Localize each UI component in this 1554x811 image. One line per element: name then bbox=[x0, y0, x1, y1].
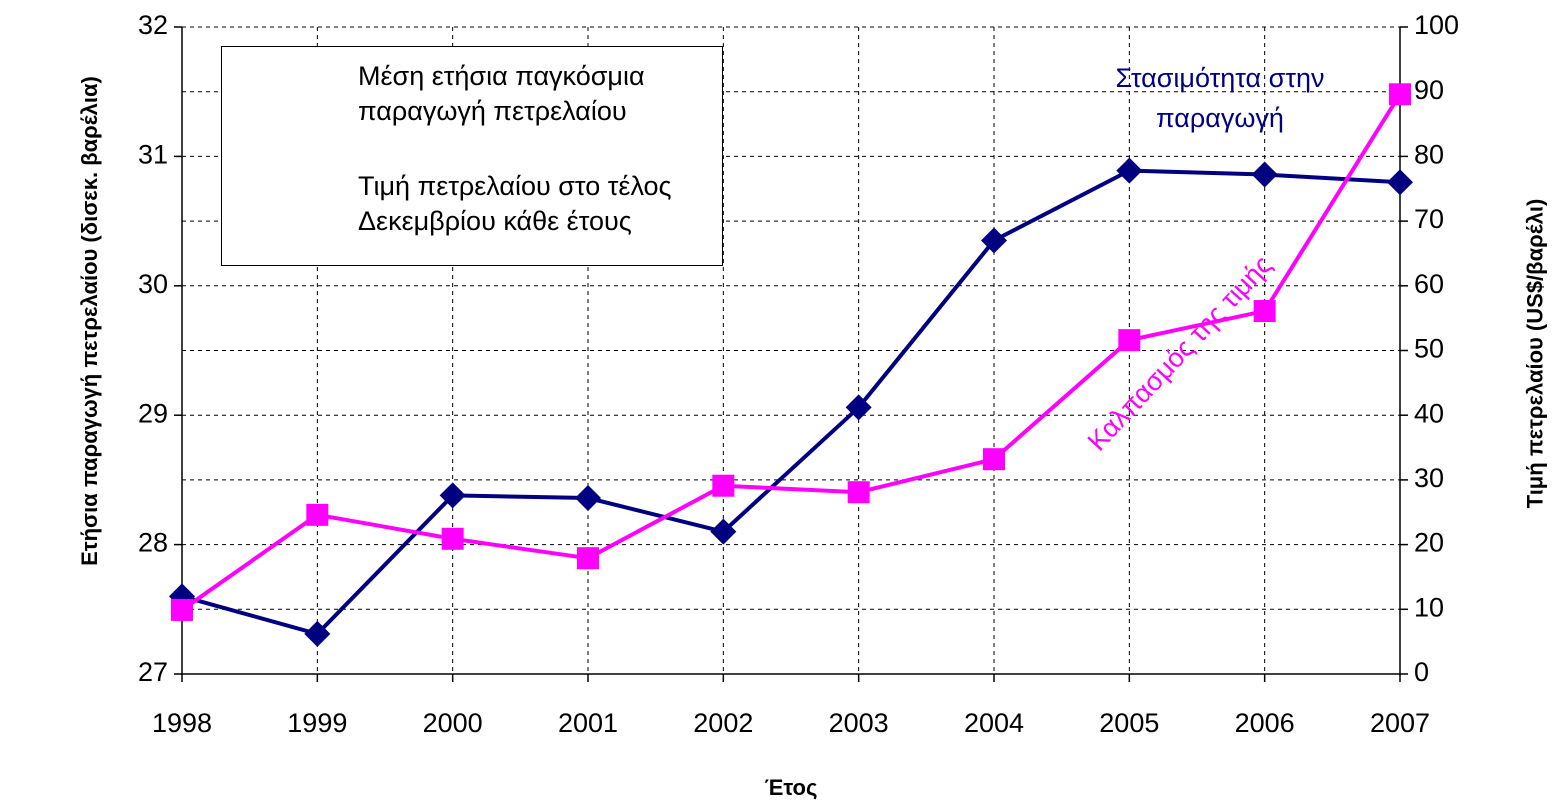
y2-tick-label: 90 bbox=[1414, 75, 1444, 105]
y-tick-label: 32 bbox=[138, 10, 168, 40]
y-tick-label: 28 bbox=[138, 528, 168, 558]
y2-tick-label: 70 bbox=[1414, 204, 1444, 234]
legend-box bbox=[221, 46, 723, 266]
y2-tick-label: 40 bbox=[1414, 398, 1444, 428]
marker bbox=[1251, 161, 1278, 188]
legend-label: Τιμή πετρελαίου στο τέλος Δεκεμβρίου κάθ… bbox=[358, 171, 672, 236]
x-tick-label: 2004 bbox=[964, 708, 1024, 738]
marker bbox=[712, 474, 735, 497]
y-tick-label: 29 bbox=[138, 398, 168, 428]
x-axis-label: Έτος bbox=[764, 775, 818, 800]
x-tick-label: 2006 bbox=[1235, 708, 1295, 738]
marker bbox=[171, 598, 193, 621]
marker bbox=[983, 448, 1005, 471]
marker bbox=[1118, 329, 1141, 352]
y2-tick-label: 10 bbox=[1414, 592, 1444, 622]
marker bbox=[981, 227, 1007, 254]
y-tick-label: 30 bbox=[138, 269, 168, 299]
marker bbox=[439, 482, 466, 509]
y-tick-label: 31 bbox=[138, 140, 168, 170]
x-tick-label: 1999 bbox=[287, 708, 347, 738]
y-tick-label: 27 bbox=[138, 657, 168, 687]
annotation: Στασιμότητα στην παραγωγή bbox=[1115, 63, 1325, 133]
y2-axis-label: Τιμή πετρελαίου (US$/βαρέλι) bbox=[1522, 198, 1548, 509]
y2-tick-label: 0 bbox=[1414, 657, 1429, 687]
x-tick-label: 2005 bbox=[1099, 708, 1159, 738]
x-tick-label: 2001 bbox=[558, 708, 618, 738]
marker bbox=[575, 485, 601, 512]
y-axis-label: Ετήσια παραγωγή πετρελαίου (δισεκ. βαρέλ… bbox=[77, 76, 102, 566]
marker bbox=[1116, 157, 1143, 184]
y2-tick-label: 60 bbox=[1414, 269, 1444, 299]
x-tick-label: 2007 bbox=[1370, 708, 1430, 738]
marker bbox=[847, 481, 870, 504]
series-line bbox=[180, 93, 1402, 612]
x-tick-label: 2002 bbox=[693, 708, 753, 738]
y2-tick-label: 80 bbox=[1414, 140, 1444, 170]
marker bbox=[710, 518, 737, 545]
marker bbox=[1253, 300, 1276, 323]
marker bbox=[1387, 169, 1413, 196]
marker bbox=[1389, 83, 1411, 106]
x-tick-label: 1998 bbox=[152, 708, 212, 738]
marker bbox=[306, 503, 329, 526]
y2-tick-label: 100 bbox=[1414, 10, 1459, 40]
marker bbox=[304, 620, 331, 647]
legend-label: Μέση ετήσια παγκόσμια παραγωγή πετρελαίο… bbox=[358, 61, 645, 126]
marker bbox=[441, 527, 464, 550]
series-line bbox=[181, 168, 1401, 637]
x-tick-label: 2000 bbox=[423, 708, 483, 738]
marker bbox=[845, 394, 872, 421]
y2-tick-label: 30 bbox=[1414, 463, 1444, 493]
y2-tick-label: 50 bbox=[1414, 334, 1444, 364]
x-tick-label: 2003 bbox=[829, 708, 889, 738]
marker bbox=[577, 547, 599, 570]
y2-tick-label: 20 bbox=[1414, 528, 1444, 558]
